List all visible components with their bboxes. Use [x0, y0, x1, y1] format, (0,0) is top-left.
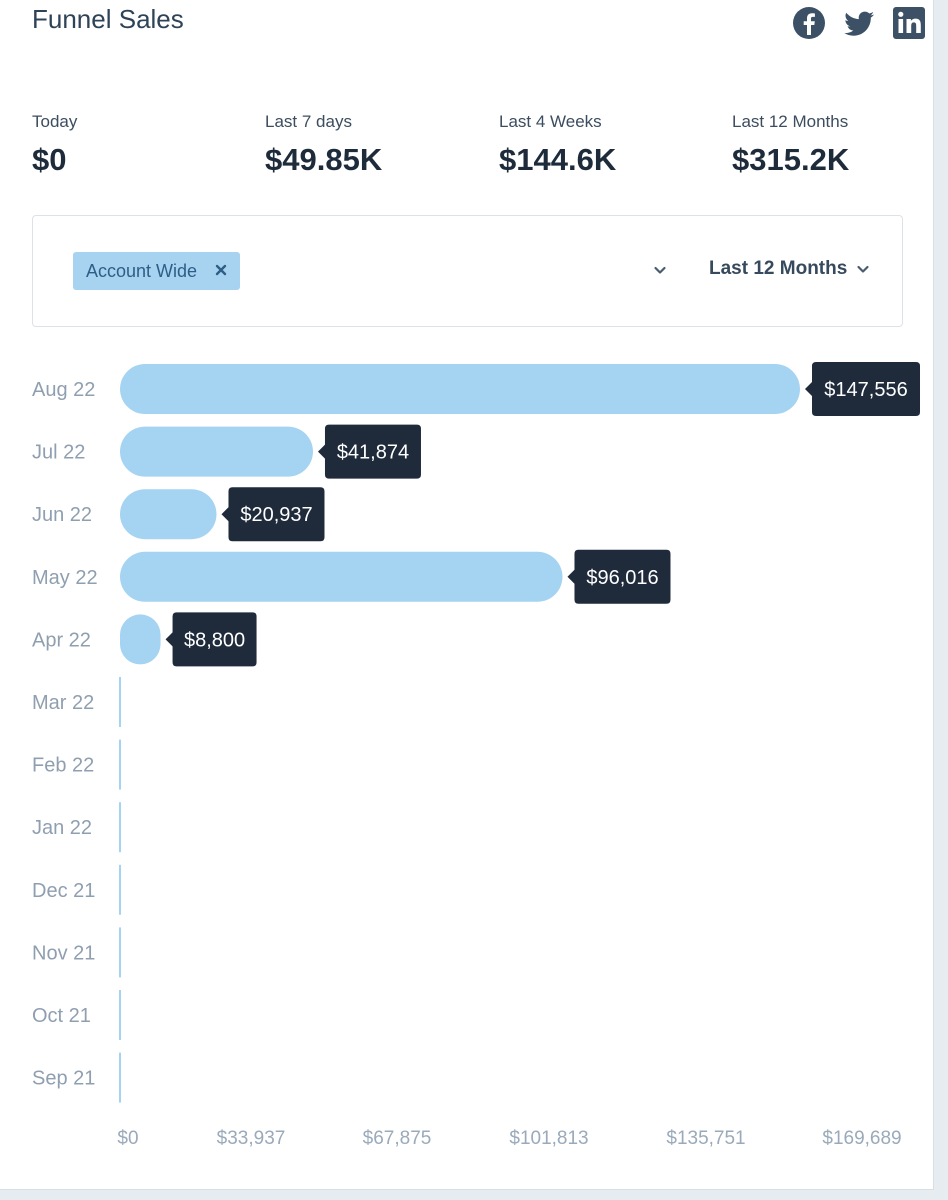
category-label: Jul 22 — [32, 442, 85, 464]
category-label: Dec 21 — [32, 880, 95, 902]
linkedin-icon[interactable] — [892, 6, 926, 40]
period-dropdown-label: Last 12 Months — [709, 258, 848, 279]
bar-aug-22 — [120, 364, 800, 414]
period-dropdown[interactable]: Last 12 Months — [709, 258, 871, 280]
x-tick-label: $33,937 — [217, 1128, 286, 1149]
stat-label: Today — [32, 112, 78, 131]
category-label: Aug 22 — [32, 379, 95, 401]
stat-last-4-weeks: Last 4 Weeks $144.6K — [499, 112, 699, 178]
stat-last-12-months: Last 12 Months $315.2K — [732, 112, 932, 178]
x-tick-label: $135,751 — [666, 1128, 745, 1149]
bar-apr-22 — [120, 614, 161, 665]
category-label: Oct 21 — [32, 1005, 91, 1027]
close-icon[interactable] — [213, 262, 229, 278]
bar-may-22 — [120, 551, 563, 602]
sales-bar-chart: Aug 22 $147,556 Jul 22 $41,874 Jun 22 $20,937… — [32, 362, 920, 1149]
value-tooltip — [317, 424, 421, 479]
category-label: Jan 22 — [32, 817, 92, 839]
category-label: Feb 22 — [32, 755, 94, 777]
value-label: $8,800 — [184, 629, 245, 651]
stat-label: Last 12 Months — [732, 112, 849, 131]
value-label: $96,016 — [586, 567, 658, 589]
bar-jul-22 — [120, 426, 313, 477]
page-title: Funnel Sales — [32, 4, 184, 34]
x-tick-label: $101,813 — [509, 1128, 588, 1149]
filter-tag-account-wide[interactable]: Account Wide — [73, 252, 240, 290]
x-tick-label: $67,875 — [363, 1128, 432, 1149]
stat-value: $0 — [32, 142, 67, 177]
category-label: Mar 22 — [32, 692, 94, 714]
category-label: Jun 22 — [32, 504, 92, 526]
chevron-down-icon[interactable] — [652, 262, 668, 278]
x-tick-label: $169,689 — [822, 1128, 901, 1149]
filter-tag-label: Account Wide — [86, 260, 198, 281]
value-tooltip — [165, 612, 257, 667]
stat-value: $144.6K — [499, 142, 617, 177]
twitter-icon[interactable] — [842, 6, 876, 40]
value-tooltip — [567, 549, 671, 604]
bar-jun-22 — [120, 489, 217, 540]
facebook-icon[interactable] — [792, 6, 826, 40]
value-label: $41,874 — [337, 442, 409, 464]
value-label: $20,937 — [240, 504, 312, 526]
category-label: Apr 22 — [32, 629, 91, 651]
category-label: May 22 — [32, 567, 98, 589]
value-tooltip — [221, 487, 325, 542]
stat-label: Last 7 days — [265, 112, 352, 131]
chevron-down-icon — [855, 261, 871, 277]
category-label: Nov 21 — [32, 942, 95, 964]
stat-value: $315.2K — [732, 142, 850, 177]
value-tooltip — [805, 362, 920, 416]
funnel-sales-card: Funnel Sales Today $0 Last 7 days $49.85… — [0, 0, 934, 1190]
stat-value: $49.85K — [265, 142, 383, 177]
filter-bar: Account Wide Last 12 Months — [32, 215, 903, 327]
x-tick-label: $0 — [117, 1128, 138, 1149]
stat-today: Today $0 — [32, 112, 232, 178]
stat-label: Last 4 Weeks — [499, 112, 602, 131]
stat-last-7-days: Last 7 days $49.85K — [265, 112, 465, 178]
value-label: $147,556 — [824, 379, 907, 401]
category-label: Sep 21 — [32, 1068, 95, 1090]
